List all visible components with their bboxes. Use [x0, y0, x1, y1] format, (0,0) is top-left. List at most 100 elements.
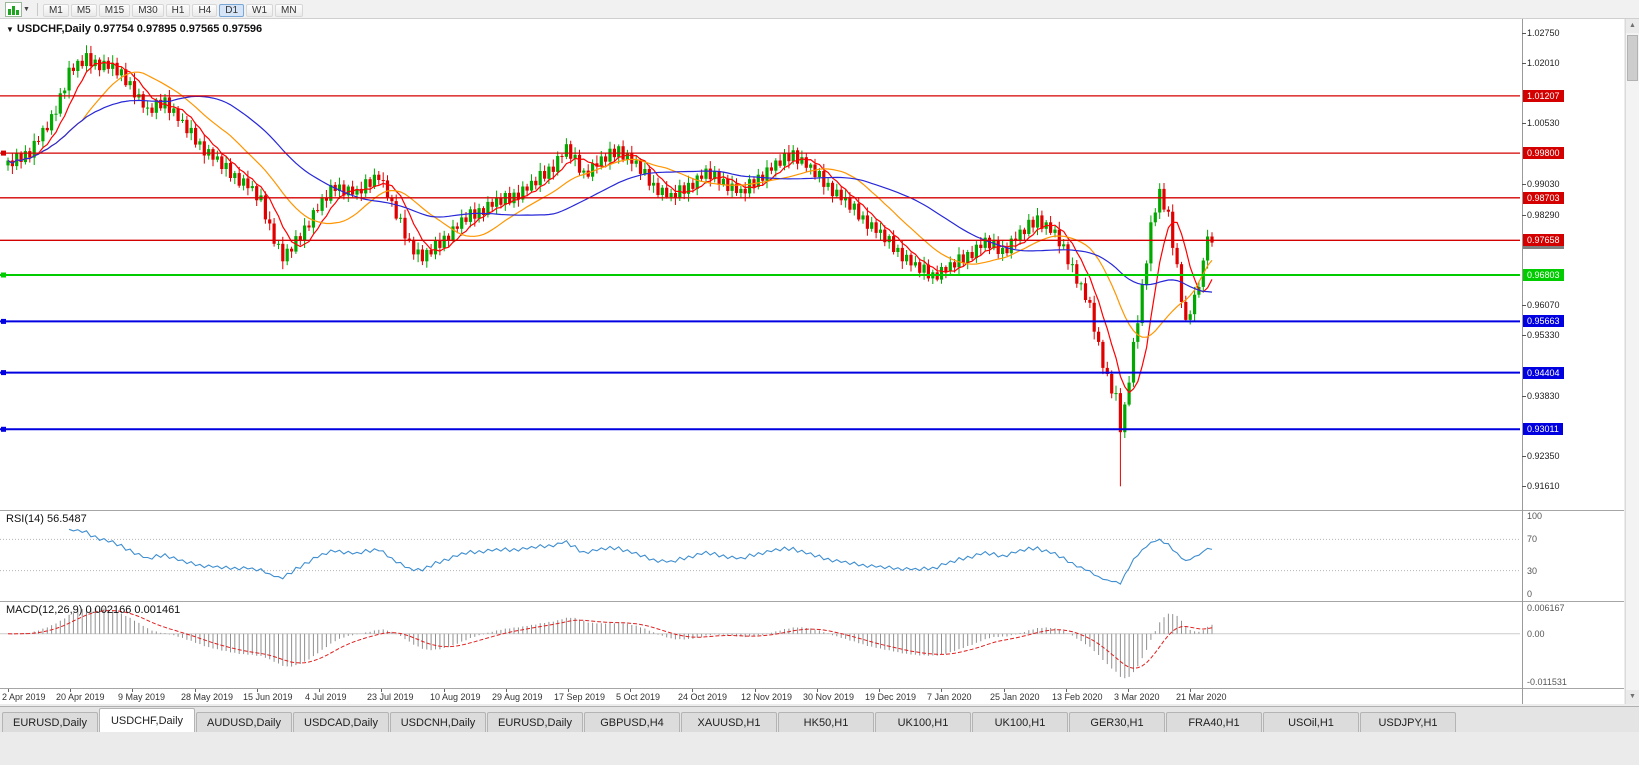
x-axis-tick-mark [692, 689, 693, 692]
macd-scale-label: 0.00 [1527, 628, 1545, 639]
chart-tab-xauusd-h1[interactable]: XAUUSD,H1 [681, 712, 777, 732]
chart-tab-usdchf-daily[interactable]: USDCHF,Daily [99, 708, 195, 732]
timeframe-button-h1[interactable]: H1 [165, 4, 191, 17]
y-axis-tick-label: 1.00530 [1527, 118, 1560, 129]
y-axis-tick-mark [1522, 123, 1526, 125]
x-axis-label: 2 Apr 2019 [2, 692, 46, 702]
chart-tab-gbpusd-h4[interactable]: GBPUSD,H4 [584, 712, 680, 732]
chart-tab-audusd-daily[interactable]: AUDUSD,Daily [196, 712, 292, 732]
x-axis-label: 29 Aug 2019 [492, 692, 543, 702]
y-axis-tick-mark [1522, 486, 1526, 488]
chart-tab-hk50-h1[interactable]: HK50,H1 [778, 712, 874, 732]
status-bar [0, 732, 1639, 765]
y-axis-tick-label: 0.92350 [1527, 451, 1560, 462]
y-axis-tick-label: 0.96070 [1527, 299, 1560, 310]
x-axis-tick-mark [630, 689, 631, 692]
x-axis-tick-mark [817, 689, 818, 692]
x-axis-tick-mark [1004, 689, 1005, 692]
chart-background [0, 19, 1624, 704]
timeframe-toolbar: ▼ M1 M5 M15 M30 H1 H4 D1 W1 MN [0, 0, 1639, 19]
timeframe-button-w1[interactable]: W1 [246, 4, 274, 17]
x-axis-tick-mark [8, 689, 9, 692]
chart-tab-usdjpy-h1[interactable]: USDJPY,H1 [1360, 712, 1456, 732]
panel-separator[interactable] [0, 510, 1624, 511]
timeframe-button-h4[interactable]: H4 [192, 4, 218, 17]
level-price-box: 0.93011 [1523, 423, 1563, 436]
y-axis-tick-label: 0.98290 [1527, 209, 1560, 220]
level-price-box: 0.98703 [1523, 191, 1564, 204]
macd-panel-canvas[interactable] [0, 602, 1622, 688]
level-price-box: 0.96803 [1523, 269, 1564, 282]
chart-tab-uk100-h1[interactable]: UK100,H1 [972, 712, 1068, 732]
chart-tab-eurusd-daily[interactable]: EURUSD,Daily [487, 712, 583, 732]
price-chart-canvas[interactable] [0, 20, 1622, 510]
x-axis-label: 28 May 2019 [181, 692, 234, 702]
ohlc-values: 0.97754 0.97895 0.97565 0.97596 [93, 23, 263, 35]
rsi-value: 56.5487 [46, 513, 87, 525]
x-axis-tick-mark [195, 689, 196, 692]
timeframe-button-m1[interactable]: M1 [42, 4, 69, 17]
x-axis-label: 7 Jan 2020 [927, 692, 972, 702]
macd-indicator-label: MACD(12,26,9) 0.002166 0.001461 [6, 604, 180, 616]
chart-tab-eurusd-daily[interactable]: EURUSD,Daily [2, 712, 98, 732]
rsi-scale-label: 70 [1527, 534, 1538, 545]
macd-values: 0.002166 0.001461 [85, 604, 181, 616]
rsi-indicator-label: RSI(14) 56.5487 [6, 513, 87, 525]
chart-tab-uk100-h1[interactable]: UK100,H1 [875, 712, 971, 732]
x-axis-tick-mark [568, 689, 569, 692]
scrollbar-thumb[interactable] [1627, 35, 1638, 81]
chart-title: ▼ USDCHF,Daily 0.97754 0.97895 0.97565 0.… [6, 23, 262, 35]
chart-tab-usoil-h1[interactable]: USOil,H1 [1263, 712, 1359, 732]
y-axis-tick-mark [1522, 33, 1526, 35]
x-axis-tick-mark [1128, 689, 1129, 692]
x-axis-label: 17 Sep 2019 [554, 692, 606, 702]
symbol-timeframe-label: USDCHF,Daily [16, 23, 91, 35]
y-axis-tick-mark [1522, 395, 1526, 397]
scroll-down-arrow-icon[interactable]: ▼ [1626, 690, 1639, 704]
y-axis-tick-label: 0.99030 [1527, 179, 1560, 190]
x-axis-tick-mark [257, 689, 258, 692]
vertical-scrollbar[interactable]: ▲ ▼ [1625, 19, 1639, 704]
scroll-up-arrow-icon[interactable]: ▲ [1626, 19, 1639, 33]
chart-tab-fra40-h1[interactable]: FRA40,H1 [1166, 712, 1262, 732]
chart-tab-usdcnh-daily[interactable]: USDCNH,Daily [390, 712, 486, 732]
rsi-scale-label: 30 [1527, 565, 1538, 576]
x-axis-tick-mark [381, 689, 382, 692]
x-axis-label: 23 Jul 2019 [367, 692, 414, 702]
x-axis-tick-mark [319, 689, 320, 692]
y-axis-tick-label: 0.95330 [1527, 329, 1560, 340]
x-axis-label: 9 May 2019 [118, 692, 166, 702]
chart-type-dropdown-caret-icon[interactable]: ▼ [23, 5, 30, 13]
timeframe-button-m15[interactable]: M15 [98, 4, 131, 17]
rsi-panel-canvas[interactable] [0, 511, 1622, 601]
y-axis-tick-mark [1522, 63, 1526, 65]
chart-tab-ger30-h1[interactable]: GER30,H1 [1069, 712, 1165, 732]
chart-tab-usdcad-daily[interactable]: USDCAD,Daily [293, 712, 389, 732]
rsi-scale-label: 0 [1527, 589, 1533, 599]
timeframe-buttons-group: M1 M5 M15 M30 H1 H4 D1 W1 MN [42, 0, 305, 18]
x-axis-tick-mark [879, 689, 880, 692]
collapse-arrow-icon[interactable]: ▼ [6, 25, 14, 34]
y-axis-tick-mark [1522, 456, 1526, 458]
panel-separator[interactable] [0, 601, 1624, 602]
x-axis-tick-mark [506, 689, 507, 692]
x-axis-label: 5 Oct 2019 [616, 692, 661, 702]
chart-type-icon[interactable] [5, 1, 22, 17]
timeframe-button-m30[interactable]: M30 [132, 4, 164, 17]
timeframe-button-m5[interactable]: M5 [70, 4, 97, 17]
macd-scale-label: 0.006167 [1527, 603, 1565, 613]
x-axis-label: 19 Dec 2019 [865, 692, 917, 702]
y-axis-tick-mark [1522, 184, 1526, 186]
price-axis-border [1522, 19, 1523, 704]
y-axis-tick-label: 0.93830 [1527, 390, 1560, 401]
x-axis-tick-mark [941, 689, 942, 692]
y-axis-tick-label: 1.02010 [1527, 58, 1560, 69]
timeframe-button-mn[interactable]: MN [275, 4, 303, 17]
x-axis-label: 4 Jul 2019 [305, 692, 347, 702]
timeframe-button-d1[interactable]: D1 [219, 4, 245, 17]
level-price-box: 1.01207 [1523, 89, 1564, 102]
x-axis-label: 25 Jan 2020 [990, 692, 1040, 702]
level-price-box: 0.99800 [1523, 147, 1564, 160]
x-axis-label: 30 Nov 2019 [803, 692, 855, 702]
